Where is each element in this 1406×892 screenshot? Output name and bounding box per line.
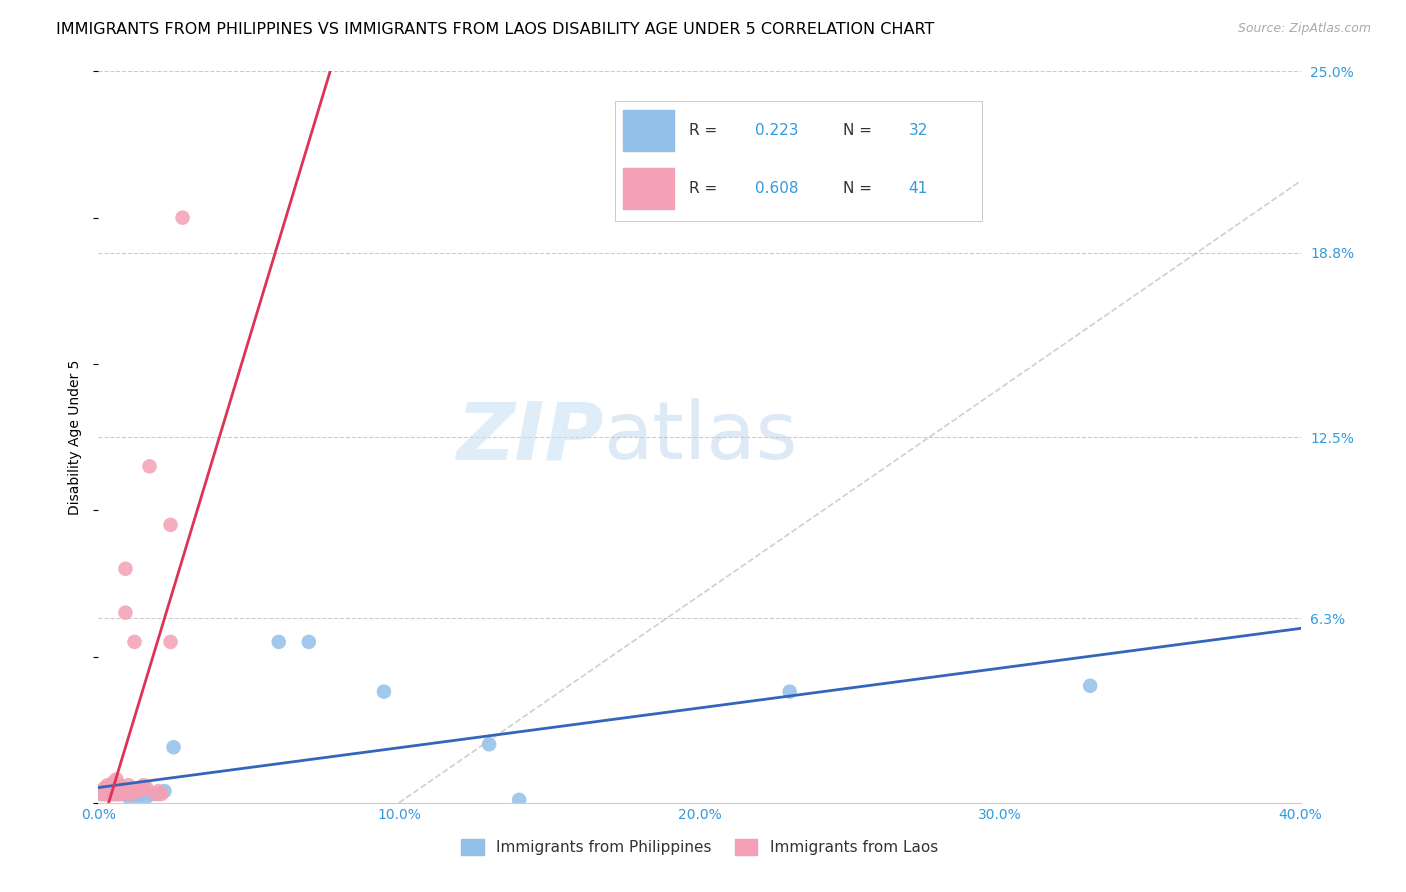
Point: [124, 787, 146, 801]
Point: [111, 784, 134, 798]
Text: IMMIGRANTS FROM PHILIPPINES VS IMMIGRANTS FROM LAOS DISABILITY AGE UNDER 5 CORRE: IMMIGRANTS FROM PHILIPPINES VS IMMIGRANT…: [56, 22, 935, 37]
Point: [779, 684, 801, 698]
Point: [96, 778, 118, 792]
Point: [1078, 679, 1101, 693]
Point: [100, 787, 122, 801]
Point: [108, 784, 131, 798]
Point: [148, 787, 170, 801]
Point: [93, 784, 115, 798]
Point: [373, 684, 395, 698]
Point: [96, 787, 118, 801]
Point: [100, 781, 122, 796]
Point: [162, 740, 184, 755]
Point: [105, 781, 128, 796]
Point: [90, 787, 112, 801]
Y-axis label: Disability Age Under 5: Disability Age Under 5: [69, 359, 83, 515]
Point: [103, 784, 125, 798]
Point: [108, 787, 131, 801]
Point: [145, 787, 167, 801]
Point: [117, 784, 139, 798]
Point: [105, 772, 128, 787]
Point: [172, 211, 194, 225]
Point: [135, 781, 157, 796]
Point: [93, 787, 115, 801]
Point: [103, 787, 125, 801]
Point: [96, 787, 118, 801]
Point: [117, 789, 139, 804]
Point: [108, 778, 131, 792]
Point: [159, 635, 181, 649]
Point: [124, 635, 146, 649]
Point: [127, 781, 149, 796]
Point: [96, 784, 118, 798]
Point: [150, 787, 173, 801]
Point: [114, 787, 136, 801]
Point: [148, 784, 170, 798]
Point: [90, 784, 112, 798]
Point: [111, 787, 134, 801]
Point: [478, 737, 501, 751]
Point: [103, 775, 125, 789]
Point: [103, 787, 125, 801]
Point: [100, 784, 122, 798]
Point: [141, 787, 163, 801]
Point: [132, 778, 155, 792]
Point: [508, 793, 530, 807]
Text: atlas: atlas: [603, 398, 797, 476]
Point: [93, 781, 115, 796]
Point: [111, 781, 134, 796]
Point: [114, 562, 136, 576]
Point: [129, 787, 152, 801]
Point: [298, 635, 321, 649]
Point: [117, 784, 139, 798]
Point: [93, 787, 115, 801]
Point: [105, 787, 128, 801]
Point: [132, 784, 155, 798]
Point: [127, 789, 149, 804]
Point: [129, 784, 152, 798]
Point: [96, 784, 118, 798]
Point: [100, 787, 122, 801]
Legend: Immigrants from Philippines, Immigrants from Laos: Immigrants from Philippines, Immigrants …: [456, 833, 943, 861]
Point: [121, 787, 143, 801]
Point: [93, 784, 115, 798]
Point: [159, 517, 181, 532]
Point: [267, 635, 290, 649]
Point: [121, 787, 143, 801]
Point: [96, 781, 118, 796]
Point: [105, 787, 128, 801]
Text: Source: ZipAtlas.com: Source: ZipAtlas.com: [1237, 22, 1371, 36]
Point: [90, 787, 112, 801]
Point: [135, 789, 157, 804]
Text: ZIP: ZIP: [456, 398, 603, 476]
Point: [138, 459, 160, 474]
Point: [153, 784, 176, 798]
Point: [108, 787, 131, 801]
Point: [103, 784, 125, 798]
Point: [105, 781, 128, 796]
Point: [103, 781, 125, 796]
Point: [117, 778, 139, 792]
Point: [114, 606, 136, 620]
